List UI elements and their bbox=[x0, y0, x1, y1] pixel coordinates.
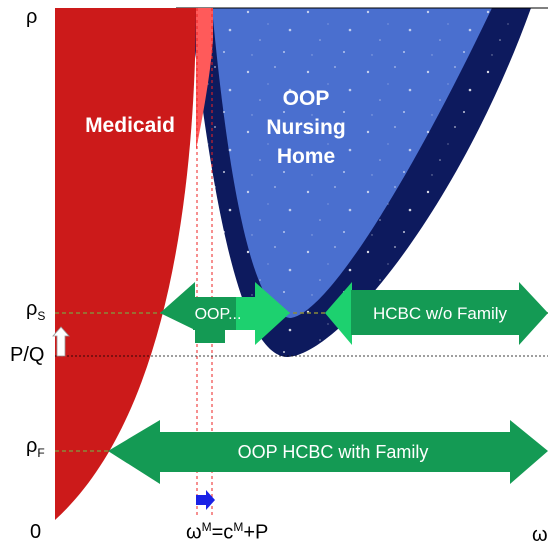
hcbc-without-family-label: HCBC w/o Family bbox=[373, 304, 508, 323]
omega-symbol: ω bbox=[186, 521, 202, 544]
rho-s-base: ρ bbox=[26, 298, 38, 320]
nursing-home-inner-stars bbox=[212, 8, 492, 318]
x-formula-label: ωM=cM+P bbox=[186, 520, 268, 545]
medicaid-region bbox=[55, 8, 196, 520]
oop-nursing-home-label-1: OOP bbox=[283, 87, 330, 110]
medicaid-sliver bbox=[196, 8, 213, 150]
pq-label: P/Q bbox=[10, 344, 44, 367]
pq-up-arrow bbox=[52, 326, 70, 357]
hcbc-without-family-arrow-body bbox=[351, 290, 521, 335]
plus-p: +P bbox=[243, 521, 269, 544]
rho-f-base: ρ bbox=[26, 435, 38, 457]
omega-superscript: M bbox=[201, 520, 212, 534]
rho-f-label: ρF bbox=[26, 435, 45, 460]
pq-text: P/Q bbox=[10, 344, 45, 366]
origin-text: 0 bbox=[30, 521, 42, 543]
oop-short-label: OOP... bbox=[195, 306, 242, 323]
rho-f-subscript: F bbox=[37, 446, 45, 460]
rho-s-subscript: S bbox=[37, 309, 46, 323]
equals-c: =c bbox=[211, 521, 234, 544]
oop-nursing-home-label-2: Nursing bbox=[266, 116, 345, 139]
hcbc-without-family-right-head bbox=[519, 282, 548, 345]
y-axis-label: ρ bbox=[26, 6, 37, 29]
oop-hcbc-with-family-label: OOP HCBC with Family bbox=[238, 442, 429, 462]
x-axis-end-label: ω bbox=[532, 524, 548, 547]
hcbc-without-family-arrowhead bbox=[325, 282, 352, 345]
blue-right-arrow bbox=[196, 490, 215, 510]
rho-symbol: ρ bbox=[26, 6, 38, 28]
oop-nursing-home-label-3: Home bbox=[277, 145, 335, 168]
rho-s-label: ρS bbox=[26, 298, 45, 323]
origin-label: 0 bbox=[30, 521, 41, 544]
medicaid-label: Medicaid bbox=[85, 114, 175, 137]
oop-hcbc-with-family-arrow bbox=[108, 420, 548, 484]
c-superscript: M bbox=[233, 520, 244, 534]
oop-right-arrowhead bbox=[236, 282, 290, 345]
omega-end-symbol: ω bbox=[532, 524, 548, 546]
